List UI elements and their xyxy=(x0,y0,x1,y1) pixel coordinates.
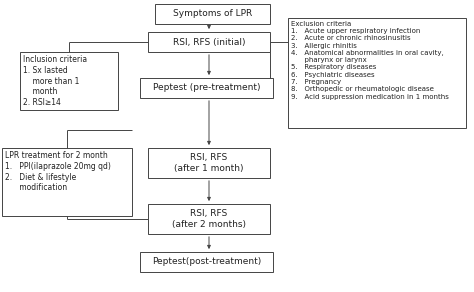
Text: RSI, RFS
(after 1 month): RSI, RFS (after 1 month) xyxy=(174,153,244,173)
Text: Peptest(post-treatment): Peptest(post-treatment) xyxy=(152,258,261,267)
Text: Inclusion criteria
1. Sx lasted
    more than 1
    month
2. RSI≥14: Inclusion criteria 1. Sx lasted more tha… xyxy=(23,55,87,107)
Text: LPR treatment for 2 month
1.   PPI(ilaprazole 20mg qd)
2.   Diet & lifestyle
   : LPR treatment for 2 month 1. PPI(ilapraz… xyxy=(5,151,111,192)
Text: RSI, RFS (initial): RSI, RFS (initial) xyxy=(173,37,245,46)
Text: Symptoms of LPR: Symptoms of LPR xyxy=(173,10,252,18)
Text: RSI, RFS
(after 2 months): RSI, RFS (after 2 months) xyxy=(172,209,246,229)
Text: Exclusion criteria
1.   Acute upper respiratory infection
2.   Acute or chronic : Exclusion criteria 1. Acute upper respir… xyxy=(291,21,449,100)
Bar xyxy=(148,148,270,178)
Bar xyxy=(2,148,132,216)
Bar xyxy=(155,4,270,24)
Bar xyxy=(20,52,118,110)
Bar xyxy=(140,252,273,272)
Bar xyxy=(288,18,466,128)
Bar xyxy=(148,32,270,52)
Text: Peptest (pre-treatment): Peptest (pre-treatment) xyxy=(153,84,260,93)
Bar xyxy=(140,78,273,98)
Bar xyxy=(148,204,270,234)
